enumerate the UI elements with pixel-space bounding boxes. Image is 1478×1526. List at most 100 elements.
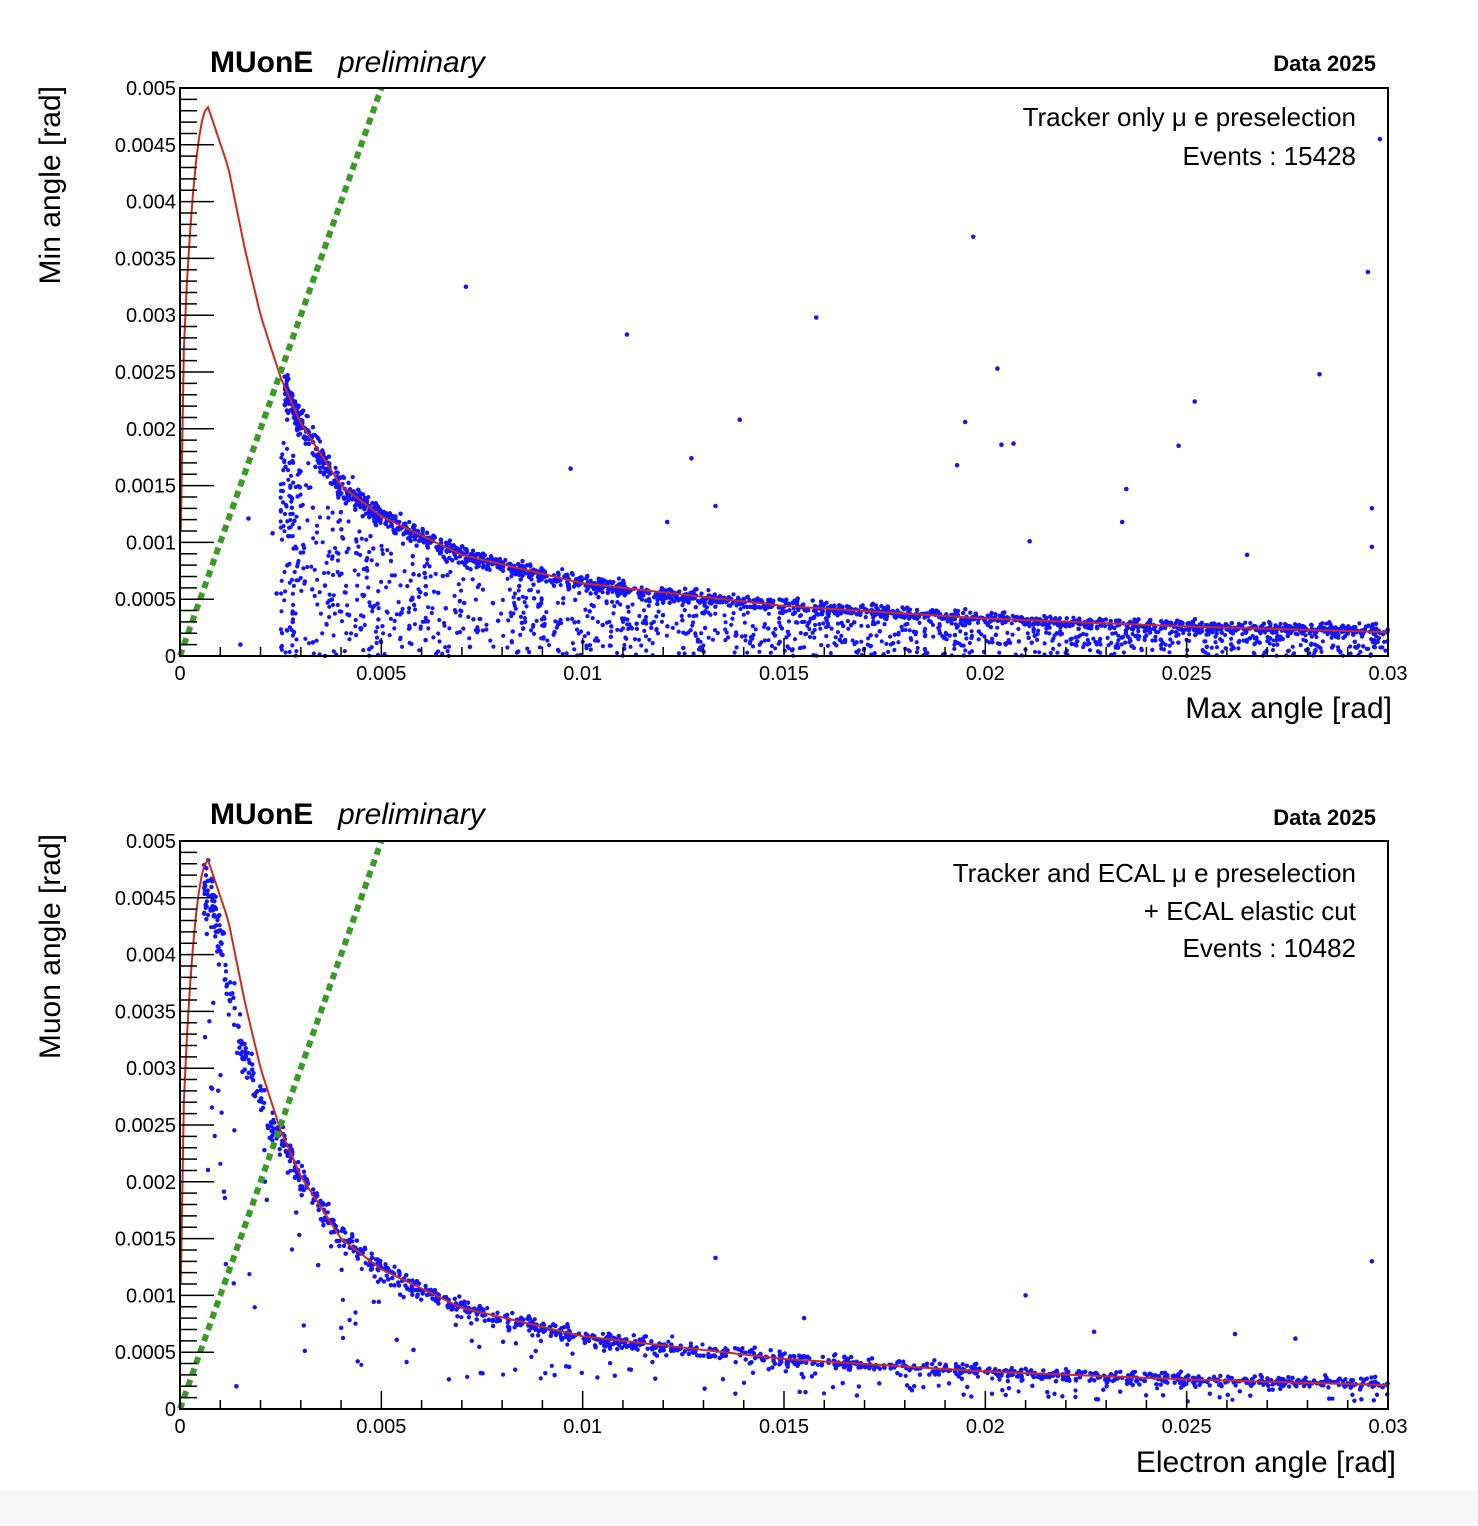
data-point [989,610,994,616]
data-point [874,605,879,610]
data-point [572,620,577,625]
data-point [285,398,290,403]
data-point [566,587,571,592]
data-point [328,481,333,486]
data-point [285,417,290,422]
data-point [859,604,864,609]
data-point [517,583,522,589]
data-point [322,470,327,475]
data-point [341,495,346,500]
data-point [702,603,707,608]
data-point [556,571,561,576]
data-point [1002,610,1007,615]
data-point [357,529,362,534]
data-point [445,573,450,578]
data-point [667,600,672,606]
data-point [1293,622,1298,627]
data-point [529,577,534,582]
data-point [320,465,325,470]
data-point [346,497,351,502]
data-point [547,578,553,583]
data-point [316,436,321,441]
data-point [854,612,859,617]
data-point [462,562,467,568]
data-point [387,579,392,584]
data-point [1176,640,1181,645]
data-point [1136,617,1141,622]
data-point [310,451,315,456]
data-point [400,541,406,546]
data-point [510,629,515,634]
data-point [386,524,391,529]
data-year-label: Data 2025 [1273,51,1376,76]
data-point [1204,628,1210,633]
data-point [637,595,642,600]
data-point [403,521,408,526]
data-point [452,553,457,558]
data-point [561,601,566,606]
data-point [336,495,341,500]
data-point [841,623,846,629]
data-point [520,559,525,564]
data-point [1382,639,1387,645]
data-point [418,538,423,543]
data-point [768,597,773,602]
data-point [1312,631,1317,636]
data-point [425,561,430,566]
data-point [385,548,390,553]
data-point [703,625,708,631]
data-point [1163,625,1168,631]
data-point [952,633,958,638]
data-point [366,510,371,515]
data-point [325,474,330,479]
data-point [945,619,950,624]
data-point [1318,622,1323,627]
data-point [560,567,565,572]
experiment-label: MUonE [210,46,313,79]
status-label: preliminary [337,46,487,79]
data-point [869,603,875,608]
data-point [406,610,411,615]
data-point [503,557,508,563]
data-point [379,543,384,548]
data-point [544,579,549,584]
data-point [1095,624,1100,629]
data-point [423,584,428,589]
data-point [699,631,704,636]
data-point [1214,645,1220,650]
data-point [305,414,310,419]
data-point [470,548,476,553]
data-point [1016,639,1022,644]
data-point [763,607,768,612]
data-point [456,560,461,565]
data-point [663,596,668,601]
data-point [334,470,339,475]
data-point [696,598,701,604]
data-point [1154,629,1159,635]
data-point [849,611,854,616]
data-point [536,578,541,583]
data-point [1329,625,1335,630]
data-point [296,432,301,438]
data-point [647,598,652,603]
data-point [563,573,568,578]
data-point [353,507,358,512]
data-point [878,614,884,619]
data-point [616,576,622,581]
data-point [384,511,389,516]
data-point [804,631,809,636]
data-point [1076,626,1081,632]
data-point [993,612,998,617]
data-point [1278,621,1283,627]
data-point [518,577,523,582]
data-point [600,622,605,628]
data-point [296,423,301,428]
data-point [917,620,922,626]
data-point [1029,640,1034,645]
data-point [288,408,293,413]
data-point [776,605,781,610]
data-point [634,621,639,626]
data-point [315,523,320,528]
data-point [1174,630,1179,635]
data-point [963,607,968,612]
